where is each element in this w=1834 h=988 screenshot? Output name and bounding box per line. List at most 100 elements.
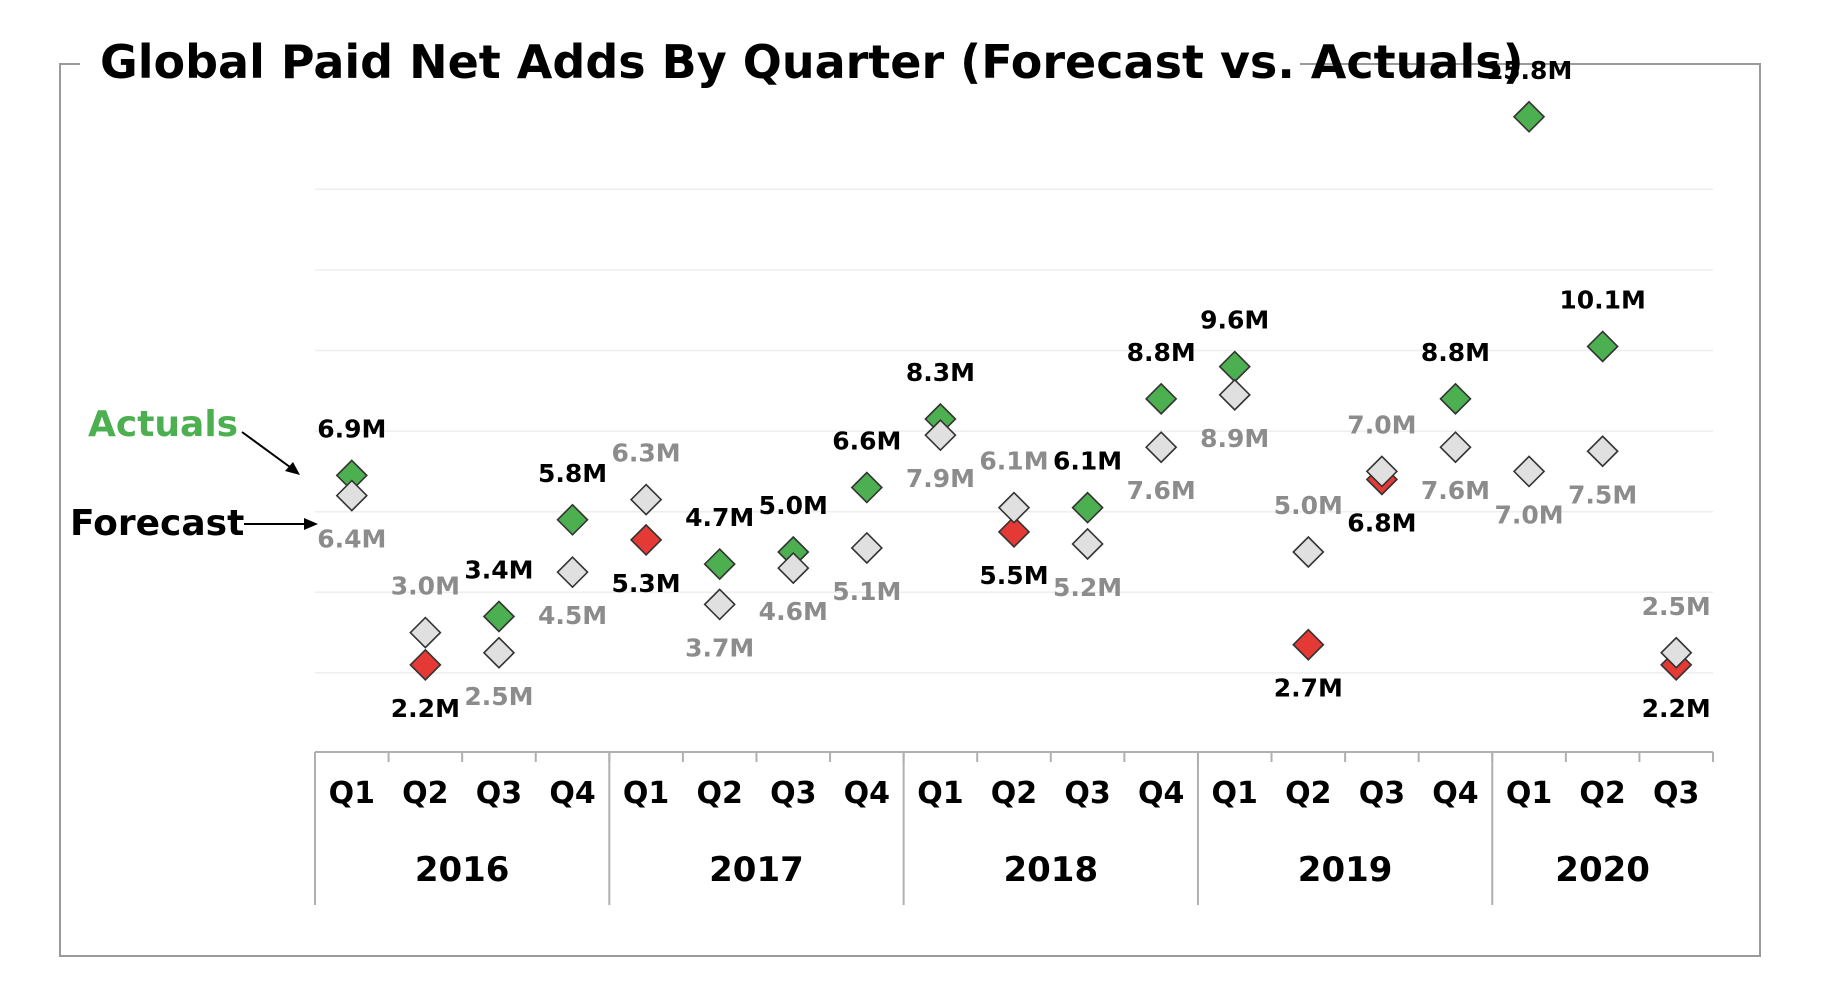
- actual-point: [1512, 100, 1546, 133]
- actual-data-label: 5.8M: [538, 459, 607, 488]
- actual-point: [1292, 628, 1325, 661]
- forecast-point: [777, 551, 810, 585]
- forecast-data-label: 7.9M: [906, 464, 975, 493]
- quarter-label: Q1: [917, 776, 963, 811]
- quarter-label: Q4: [844, 776, 890, 811]
- forecast-data-label: 4.6M: [759, 597, 828, 626]
- actual-data-label: 6.9M: [317, 414, 386, 443]
- forecast-data-label: 5.2M: [1053, 573, 1122, 602]
- quarter-label: Q2: [1285, 776, 1331, 811]
- forecast-data-label: 6.4M: [317, 525, 386, 554]
- actual-data-label: 2.2M: [1642, 694, 1711, 723]
- actual-data-label: 15.8M: [1486, 56, 1573, 85]
- forecast-point: [997, 491, 1031, 524]
- actual-point: [1145, 382, 1178, 415]
- quarter-label: Q4: [1432, 776, 1478, 811]
- actual-point: [409, 648, 442, 681]
- quarter-label: Q1: [329, 776, 375, 811]
- forecast-point: [556, 556, 589, 589]
- year-label: 2020: [1555, 850, 1650, 890]
- actual-point: [1586, 330, 1619, 363]
- quarter-label: Q4: [1138, 776, 1184, 811]
- actual-point: [850, 471, 883, 504]
- title-background: [80, 28, 1300, 96]
- forecast-point: [335, 479, 368, 512]
- forecast-data-label: 7.0M: [1494, 500, 1563, 529]
- actual-data-label: 5.3M: [612, 569, 681, 598]
- actual-data-label: 6.1M: [1053, 447, 1122, 476]
- actual-point: [1439, 382, 1472, 415]
- actuals-series: 6.9M2.2M3.4M5.8M5.3M4.7M 5.0M6.6M8.3M5.5M…: [317, 56, 1711, 723]
- forecast-point: [1292, 535, 1325, 569]
- quarter-label: Q4: [549, 776, 595, 811]
- forecast-point: [1439, 431, 1472, 464]
- forecast-point: [1586, 435, 1619, 468]
- quarter-label: Q3: [1359, 776, 1405, 811]
- quarter-label: Q1: [1212, 776, 1258, 811]
- year-label: 2017: [709, 850, 804, 890]
- quarter-label: Q2: [991, 776, 1037, 811]
- forecast-point: [703, 588, 736, 621]
- quarter-label: Q3: [1064, 776, 1110, 811]
- forecast-point: [1218, 378, 1251, 411]
- actual-point: [1071, 491, 1104, 524]
- forecast-data-label: 2.5M: [464, 682, 533, 711]
- forecast-data-label: 7.6M: [1127, 476, 1196, 505]
- actual-data-label: 3.4M: [464, 555, 533, 584]
- forecast-data-label: 3.7M: [685, 633, 754, 662]
- year-label: 2018: [1003, 850, 1098, 890]
- quarter-label: Q1: [623, 776, 669, 811]
- forecast-point: [1071, 527, 1104, 561]
- quarter-label: Q2: [1579, 776, 1625, 811]
- forecast-point: [1365, 455, 1399, 488]
- actual-point: [997, 515, 1031, 548]
- forecast-data-label: 7.5M: [1568, 480, 1637, 509]
- actual-data-label: 8.8M: [1127, 338, 1196, 367]
- actual-point: [703, 547, 736, 581]
- forecast-point: [1512, 455, 1546, 488]
- actual-data-label: 5.5M: [979, 561, 1048, 590]
- forecast-data-label: 5.0M: [1274, 491, 1343, 520]
- forecast-data-label: 8.9M: [1200, 424, 1269, 453]
- quarter-label: Q1: [1506, 776, 1552, 811]
- forecast-data-label: 6.3M: [612, 439, 681, 468]
- forecast-point: [924, 418, 957, 452]
- quarter-label: Q3: [1653, 776, 1699, 811]
- legend: Actuals Forecast: [70, 404, 318, 544]
- legend-actuals-arrowhead: [285, 462, 300, 475]
- chart-title: Global Paid Net Adds By Quarter (Forecas…: [100, 35, 1524, 89]
- actual-data-label: 8.3M: [906, 358, 975, 387]
- forecast-data-label: 6.1M: [979, 447, 1048, 476]
- x-axis: Q1 Q2 Q3 Q4 Q1 Q2 Q3 Q4 Q1 Q2 Q3 Q4 Q1 Q2 Q3 Q4 Q1 Q2 Q3 20…: [314, 751, 1714, 905]
- forecast-data-label: 4.5M: [538, 601, 607, 630]
- quarter-label: Q2: [402, 776, 448, 811]
- gridlines: [315, 188, 1713, 674]
- quarter-label: Q2: [696, 776, 742, 811]
- forecast-series: 6.4M3.0M2.5M4.5M6.3M3.7M4.6M5.1M7.9M6.1M…: [317, 378, 1711, 711]
- actual-point: [482, 600, 516, 633]
- actual-data-label: 2.2M: [391, 694, 460, 723]
- forecast-point: [482, 636, 516, 669]
- legend-forecast-arrowhead: [304, 518, 318, 530]
- actual-data-label: 5.0M: [759, 491, 828, 520]
- actual-data-label: 10.1M: [1559, 285, 1646, 314]
- actual-data-label: 6.8M: [1347, 508, 1416, 537]
- forecast-point: [1145, 431, 1178, 464]
- actual-data-label: 6.6M: [832, 427, 901, 456]
- forecast-point: [629, 483, 663, 516]
- year-label: 2019: [1298, 850, 1393, 890]
- forecast-data-label: 7.0M: [1347, 410, 1416, 439]
- forecast-data-label: 3.0M: [391, 572, 460, 601]
- actual-data-label: 4.7M: [685, 503, 754, 532]
- actual-point: [629, 523, 663, 557]
- actual-data-label: 2.7M: [1274, 674, 1343, 703]
- legend-actuals-label: Actuals: [88, 404, 238, 445]
- forecast-point: [850, 531, 883, 565]
- legend-forecast-label: Forecast: [70, 503, 244, 544]
- actual-point: [1218, 350, 1251, 383]
- quarter-label: Q3: [476, 776, 522, 811]
- forecast-data-label: 5.1M: [832, 577, 901, 606]
- actual-point: [556, 503, 589, 536]
- forecast-data-label: 2.5M: [1642, 592, 1711, 621]
